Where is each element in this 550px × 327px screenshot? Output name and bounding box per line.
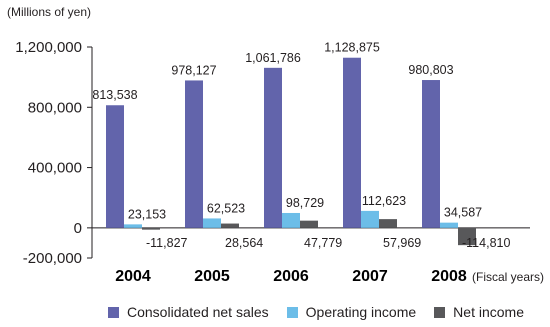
y-unit-label: (Millions of yen) [7,5,91,19]
x-axis-suffix-label: (Fiscal years) [472,270,544,284]
bar-2007-series-2 [379,219,397,228]
legend-swatch-net-income [434,306,446,318]
data-label-net-income-2008: -114,810 [462,236,510,250]
legend-label-operating-income: Operating income [305,304,417,320]
bar-2006-series-2 [300,220,318,228]
bar-chart: (Millions of yen) -200,000 0 400,000 800,000… [7,5,544,285]
bar-2004-series-1 [124,224,142,228]
data-label-operating-income-2007: 112,623 [362,194,406,208]
x-category-label-2007: 2007 [352,268,388,285]
bar-2006-series-0 [264,67,282,228]
data-label-net-sales-2004: 813,538 [92,88,137,102]
bar-2008-series-2 [458,227,476,246]
data-label-operating-income-2005: 62,523 [207,201,245,215]
data-label-net-income-2005: 28,564 [225,236,263,250]
legend-item-net-sales: Consolidated net sales [108,304,269,320]
bar-2008-series-1 [440,222,458,228]
x-category-label-2006: 2006 [273,268,309,285]
data-label-net-sales-2008: 980,803 [408,63,453,77]
y-tick-label: -200,000 [23,250,82,267]
y-tick-label: 400,000 [28,160,82,177]
y-tick-label: 1,200,000 [15,39,82,56]
data-label-net-sales-2006: 1,061,786 [245,51,301,65]
bar-2005-series-0 [185,80,203,228]
bar-2006-series-1 [282,212,300,228]
x-category-label-2008: 2008 [431,268,467,285]
data-label-net-sales-2007: 1,128,875 [324,41,380,55]
y-tick-label: 0 [74,220,82,237]
bar-2005-series-2 [221,223,239,228]
bar-2008-series-0 [422,80,440,228]
bar-2004-series-0 [106,105,124,228]
x-category-label-2005: 2005 [194,268,230,285]
legend: Consolidated net sales Operating income … [108,304,542,320]
data-label-net-income-2007: 57,969 [383,236,421,250]
data-label-net-income-2004: -11,827 [146,236,188,250]
data-label-net-income-2006: 47,779 [304,236,342,250]
legend-swatch-net-sales [108,306,119,318]
legend-swatch-operating-income [286,306,298,318]
data-label-operating-income-2008: 34,587 [444,206,482,220]
legend-label-net-sales: Consolidated net sales [127,304,269,320]
y-tick-label: 800,000 [28,99,82,116]
bar-2005-series-1 [203,218,221,228]
bar-2004-series-2 [142,227,160,230]
legend-item-operating-income: Operating income [286,304,417,320]
legend-item-net-income: Net income [434,304,524,320]
bar-2007-series-1 [361,210,379,228]
x-category-label-2004: 2004 [115,268,151,285]
legend-label-net-income: Net income [453,304,524,320]
bar-2007-series-0 [343,57,361,228]
data-label-operating-income-2006: 98,729 [286,196,324,210]
data-label-net-sales-2005: 978,127 [171,63,216,77]
data-label-operating-income-2004: 23,153 [128,207,166,221]
